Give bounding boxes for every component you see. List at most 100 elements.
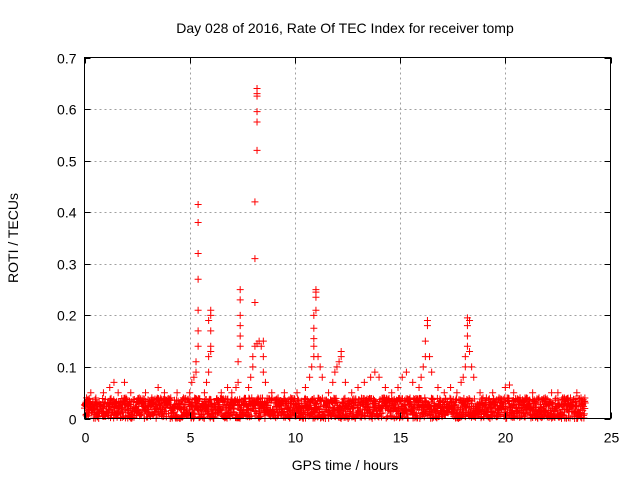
- data-point-baseline: [306, 401, 314, 409]
- data-point-baseline: [505, 398, 513, 406]
- data-point: [251, 255, 259, 263]
- data-point: [194, 306, 202, 314]
- data-point: [217, 389, 225, 397]
- data-point: [440, 389, 448, 397]
- data-point-baseline: [542, 395, 550, 403]
- data-point: [501, 384, 509, 392]
- data-point: [190, 373, 198, 381]
- data-point: [253, 118, 261, 126]
- data-point: [203, 378, 211, 386]
- x-tick-label: 10: [288, 430, 304, 446]
- chart-title: Day 028 of 2016, Rate Of TEC Index for r…: [176, 20, 514, 36]
- data-point: [489, 389, 497, 397]
- data-point-baseline: [294, 395, 302, 403]
- x-axis: 0 5 10 15 20 25: [82, 57, 619, 446]
- data-point: [114, 389, 122, 397]
- data-point: [335, 358, 343, 366]
- x-tick-label: 0: [82, 430, 90, 446]
- data-point: [495, 394, 503, 402]
- data-point: [259, 353, 267, 361]
- x-tick-label: 5: [187, 430, 195, 446]
- data-point: [207, 306, 215, 314]
- data-point: [135, 394, 143, 402]
- data-point: [186, 389, 194, 397]
- data-point-baseline: [158, 402, 166, 410]
- data-point: [423, 322, 431, 330]
- data-point: [306, 373, 314, 381]
- data-point: [249, 363, 257, 371]
- data-point-baseline: [508, 402, 516, 410]
- data-point: [142, 389, 150, 397]
- data-point: [205, 353, 213, 361]
- data-point-baseline: [136, 411, 144, 419]
- data-point-baseline: [580, 414, 588, 422]
- data-point: [234, 358, 242, 366]
- data-point: [192, 358, 200, 366]
- data-point: [461, 363, 469, 371]
- data-point-baseline: [573, 402, 581, 410]
- data-point: [466, 317, 474, 325]
- data-point: [360, 378, 368, 386]
- data-point: [194, 327, 202, 335]
- data-point-baseline: [450, 400, 458, 408]
- data-point: [253, 146, 261, 154]
- data-point-baseline: [378, 413, 386, 421]
- data-point: [333, 363, 341, 371]
- data-point-baseline: [340, 395, 348, 403]
- data-point: [200, 389, 208, 397]
- data-point: [224, 384, 232, 392]
- data-point: [506, 381, 514, 389]
- data-point: [236, 342, 244, 350]
- data-point: [341, 378, 349, 386]
- data-point: [192, 368, 200, 376]
- data-point: [251, 198, 259, 206]
- data-point: [398, 373, 406, 381]
- data-point: [468, 363, 476, 371]
- data-point: [354, 384, 362, 392]
- data-point: [194, 200, 202, 208]
- data-point: [106, 384, 114, 392]
- data-point: [310, 335, 318, 343]
- data-point: [375, 373, 383, 381]
- data-point: [421, 337, 429, 345]
- data-point: [581, 399, 589, 407]
- data-point: [510, 389, 518, 397]
- data-point-baseline: [502, 405, 510, 413]
- data-point: [463, 342, 471, 350]
- y-tick-label: 0.7: [57, 51, 77, 67]
- data-point: [522, 394, 530, 402]
- data-point-baseline: [122, 394, 130, 402]
- data-point: [274, 394, 282, 402]
- data-point-baseline: [320, 411, 328, 419]
- data-point: [205, 317, 213, 325]
- data-point: [308, 363, 316, 371]
- data-point-baseline: [348, 405, 356, 413]
- data-point: [409, 378, 417, 386]
- data-points: [81, 84, 589, 422]
- data-point: [148, 394, 156, 402]
- data-point: [470, 373, 478, 381]
- data-point-baseline: [92, 394, 100, 402]
- data-point-baseline: [470, 395, 478, 403]
- data-point: [99, 389, 107, 397]
- data-point-baseline: [264, 401, 272, 409]
- data-point-baseline: [332, 394, 340, 402]
- data-point: [415, 384, 423, 392]
- data-point: [236, 311, 244, 319]
- data-point: [154, 384, 162, 392]
- data-point-baseline: [429, 395, 437, 403]
- data-point: [249, 353, 257, 361]
- data-point: [394, 384, 402, 392]
- data-point-baseline: [296, 404, 304, 412]
- data-point: [388, 389, 396, 397]
- data-point: [253, 84, 261, 92]
- data-point-baseline: [577, 413, 585, 421]
- data-point-baseline: [396, 414, 404, 422]
- data-point-baseline: [462, 404, 470, 412]
- x-tick-label: 20: [498, 430, 514, 446]
- x-axis-label: GPS time / hours: [292, 457, 399, 473]
- data-point-baseline: [581, 397, 589, 405]
- data-point: [228, 389, 236, 397]
- data-point: [426, 353, 434, 361]
- y-tick-label: 0.3: [57, 257, 77, 273]
